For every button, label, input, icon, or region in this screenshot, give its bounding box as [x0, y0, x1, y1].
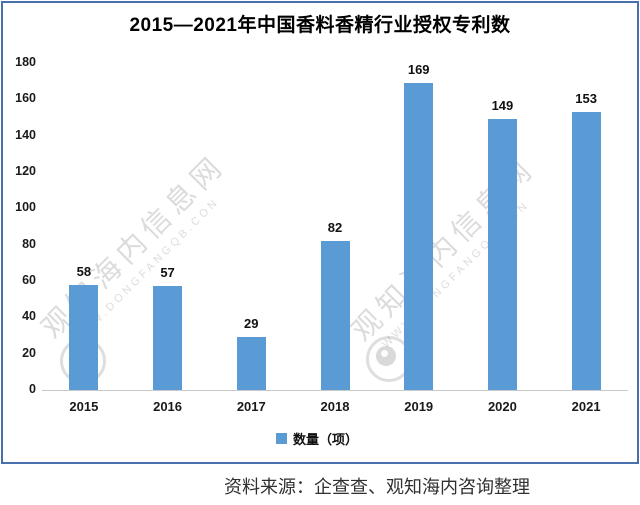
- y-tick-label: 160: [15, 91, 36, 106]
- x-tick-label: 2020: [487, 399, 517, 414]
- bar-value-label: 149: [491, 98, 514, 113]
- bar-2020: [487, 119, 517, 390]
- bar-2015: [69, 285, 99, 390]
- y-tick-label: 20: [22, 345, 36, 360]
- x-tick-label: 2016: [153, 399, 183, 414]
- legend: 数量（项）: [276, 429, 358, 448]
- legend-label: 数量（项）: [293, 432, 359, 447]
- bar-value-label: 169: [407, 62, 430, 77]
- y-tick-label: 80: [22, 236, 36, 251]
- y-tick-label: 40: [22, 309, 36, 324]
- legend-marker-icon: [276, 433, 287, 444]
- y-tick-label: 120: [15, 164, 36, 178]
- y-tick-label: 140: [15, 127, 36, 142]
- y-tick-label: 180: [15, 55, 36, 69]
- bar-2021: [571, 112, 601, 390]
- x-tick-label: 2019: [404, 399, 434, 414]
- bar-2016: [153, 286, 183, 390]
- bar-value-label: 57: [160, 265, 175, 280]
- bar-2018: [320, 241, 350, 390]
- bar-value-label: 58: [76, 264, 92, 279]
- bar-value-label: 29: [244, 316, 259, 331]
- x-tick-label: 2015: [69, 399, 99, 414]
- bar-2017: [236, 337, 266, 390]
- plot-area: 58 57 29 82 169 149 153: [42, 62, 628, 391]
- y-tick-label: 0: [29, 382, 36, 396]
- y-tick-label: 100: [15, 200, 36, 215]
- x-tick-label: 2017: [236, 399, 266, 414]
- chart-title: 2015—2021年中国香料香精行业授权专利数: [129, 15, 511, 36]
- source-note: 资料来源：企查查、观知海内咨询整理: [224, 477, 530, 497]
- x-tick-label: 2021: [571, 399, 601, 414]
- bar-value-label: 82: [327, 220, 343, 235]
- x-tick-label: 2018: [320, 399, 350, 414]
- bar-2019: [404, 83, 434, 390]
- y-tick-label: 60: [22, 273, 36, 287]
- bar-value-label: 153: [575, 91, 597, 106]
